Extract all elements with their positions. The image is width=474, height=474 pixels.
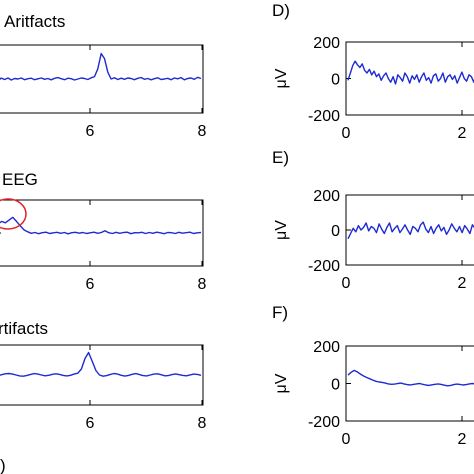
panel-3-ytick-label-1: 0 xyxy=(331,72,340,89)
panel-3-axes-frame xyxy=(345,41,474,116)
panel-0-title: Aritfacts xyxy=(4,12,65,31)
panel-4-title: E) xyxy=(272,148,289,167)
panel-0-axes-frame xyxy=(0,44,204,114)
panel-3-title: D) xyxy=(272,1,290,20)
panel-4-ytick-label-0: 200 xyxy=(313,188,340,205)
panel-5-axes-frame xyxy=(345,345,474,422)
panel-1-xtick-label-1: 8 xyxy=(198,276,207,293)
panel-4-ylabel: μV xyxy=(273,220,290,240)
panel-0-xtick-label-1: 8 xyxy=(198,123,207,140)
panel-2-xtick-label-1: 8 xyxy=(198,415,207,432)
panel-3-xtick-label-1: 2 xyxy=(458,125,467,142)
panel-4-xtick-label-0: 0 xyxy=(342,275,351,292)
panel-1-title: EEG xyxy=(2,170,38,189)
panel-5-title: F) xyxy=(272,303,288,322)
panel-2-title: rtifacts xyxy=(0,319,48,338)
panel-5-xtick-label-1: 2 xyxy=(458,431,467,448)
panel-5-ytick-label-2: -200 xyxy=(308,414,340,431)
panel-3-series-line xyxy=(347,60,474,85)
panel-1-axes-frame xyxy=(0,199,204,267)
panel-0-series-line xyxy=(0,52,202,81)
panel-2-xtick-label-0: 6 xyxy=(86,415,95,432)
panel-4-xtick-label-1: 2 xyxy=(458,275,467,292)
bottom-left-panel-label-fragment: ) xyxy=(0,456,6,474)
panel-1-xtick-label-0: 6 xyxy=(86,276,95,293)
panel-5-ylabel: μV xyxy=(273,373,290,393)
panel-5-ytick-label-1: 0 xyxy=(331,377,340,394)
panel-2-series-line xyxy=(0,351,202,377)
panel-2-axes-frame xyxy=(0,344,204,406)
panel-3-ytick-label-0: 200 xyxy=(313,35,340,52)
panel-3-xtick-label-0: 0 xyxy=(342,125,351,142)
panel-3-ylabel: μV xyxy=(273,68,290,88)
panel-5-series-line xyxy=(347,369,474,387)
panel-4-series-line xyxy=(347,221,474,240)
panel-1-artifact-ellipse xyxy=(0,198,27,230)
panel-3-ytick-label-2: -200 xyxy=(308,108,340,125)
panel-5-xtick-label-0: 0 xyxy=(342,431,351,448)
panel-5-ytick-label-0: 200 xyxy=(313,339,340,356)
panel-4-ytick-label-2: -200 xyxy=(308,258,340,275)
panel-4-ytick-label-1: 0 xyxy=(331,223,340,240)
panel-0-xtick-label-0: 6 xyxy=(86,123,95,140)
panel-1-series-line xyxy=(0,216,202,235)
